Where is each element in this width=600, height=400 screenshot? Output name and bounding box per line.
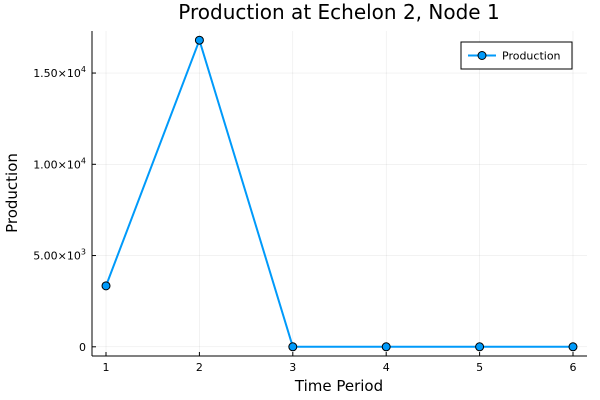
y-tick-label-2: 1.00×104 [33,156,86,171]
data-point-0-0 [101,281,111,291]
y-tick-label-0: 0 [79,341,86,354]
data-point-0-5 [568,342,578,352]
y-axis-title: Production [3,153,21,233]
series-line-0 [105,39,573,348]
x-tick-label-0: 1 [103,361,110,374]
legend: Production [460,41,573,70]
axes [91,31,587,357]
y-tick-label-3: 1.50×104 [33,65,86,80]
y-tick-label-1: 5.00×103 [33,248,86,263]
series [101,35,578,352]
data-point-0-1 [194,35,204,45]
legend-entry-production: Production [502,50,561,63]
legend-marker-sample [477,51,487,60]
data-point-0-4 [475,342,485,352]
x-tick-label-2: 3 [289,361,296,374]
data-point-0-3 [381,342,391,352]
x-axis-title: Time Period [294,377,383,395]
chart-title: Production at Echelon 2, Node 1 [178,0,499,24]
data-point-0-2 [288,342,298,352]
x-tick-label-3: 4 [383,361,390,374]
x-tick-label-4: 5 [476,361,483,374]
x-tick-label-5: 6 [569,361,576,374]
ticks: 1 2 3 4 5 6 0 5.00×103 1.00×104 1.50×104 [33,65,576,374]
x-tick-label-1: 2 [196,361,203,374]
